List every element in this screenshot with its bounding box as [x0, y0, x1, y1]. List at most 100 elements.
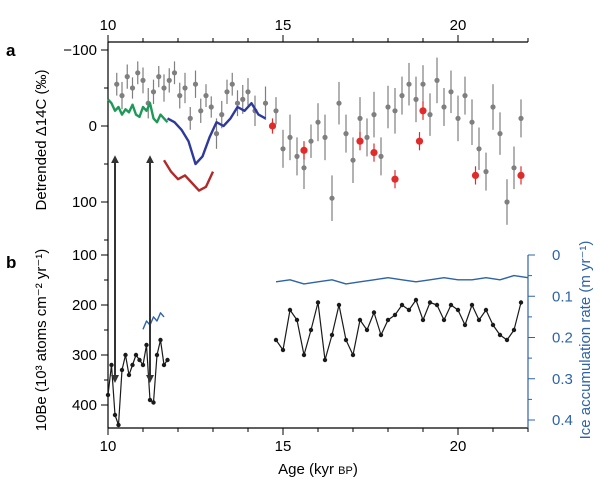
panel-a-series-0-point — [329, 195, 335, 201]
x-axis-title-unit: BP — [338, 465, 353, 477]
panel-a-series-0-point — [434, 77, 440, 83]
panel-a-label: a — [6, 41, 16, 60]
panel-a-series-0-point — [287, 134, 293, 140]
panel-a-series-0-point — [427, 112, 433, 118]
panel-a-series-0-point — [518, 115, 524, 121]
panel-a-series-0-point — [336, 100, 342, 106]
panel-a-series-1-line — [107, 98, 169, 124]
panel-a-y-axis-title: Detrended Δ14C (‰) — [33, 70, 50, 211]
panel-a-series-0-point — [156, 74, 162, 80]
panel-a-series-0-point — [413, 96, 419, 102]
panel-a-series-4-point — [471, 171, 480, 179]
panel-a-series-0-point — [234, 100, 241, 106]
panel-a-series-0-point — [308, 138, 314, 144]
panel-a-series-0-point — [294, 153, 300, 159]
panel-a-series-0-point — [240, 96, 246, 102]
panel-b-series-1-point — [357, 317, 363, 323]
panel-b-series-0-point — [119, 367, 125, 373]
panel-b-series-0-point — [154, 352, 160, 358]
panel-b-series-1-point — [455, 307, 461, 313]
panel-b-series-1-point — [483, 307, 489, 313]
panel-b-series-0-point — [144, 342, 149, 348]
panel-b-series-0-point — [147, 397, 153, 403]
panel-a-series-0-point — [420, 81, 426, 87]
panel-b-series-1-point — [476, 317, 482, 323]
panel-a-series-0-point — [371, 112, 377, 118]
panel-b-label: b — [6, 253, 16, 272]
panel-a-series-0-point — [114, 81, 120, 87]
panel-a-series-0-point — [455, 115, 461, 121]
panel-a-series-0-point — [224, 89, 230, 95]
top-x-tick-label: 15 — [275, 17, 292, 34]
panel-b-series-1-point — [448, 302, 454, 308]
bottom-x-tick-label: 15 — [275, 438, 292, 455]
panel-a-series-0-point — [150, 89, 157, 95]
panel-b-right-y-tick-label: 0.3 — [552, 371, 573, 388]
panel-a-series-0-point — [280, 146, 286, 152]
panel-b-series-1-point — [504, 337, 510, 343]
panel-b-series-1-point — [378, 332, 384, 338]
x-axis-title-close: ) — [353, 461, 358, 478]
panel-a-series-0-point — [124, 74, 130, 80]
panel-b-right-y-tick-label: 0.2 — [552, 330, 573, 347]
panel-b-series-0-point — [126, 372, 132, 378]
panel-a-series-0-point — [357, 115, 363, 121]
panel-b-series-1-point — [406, 307, 412, 313]
panel-b-series-1-point — [294, 317, 300, 323]
panel-b-series-1-point — [273, 337, 279, 343]
bottom-x-tick-label: 20 — [450, 438, 467, 455]
panel-b-left-y-tick-label: 300 — [72, 347, 97, 364]
panel-b-series-0-point — [165, 357, 170, 363]
panel-b-series-2-line — [142, 312, 165, 330]
panel-a-series-3-line — [162, 159, 215, 192]
panel-b-left-y-tick-label: 400 — [72, 397, 97, 414]
panel-a-series-0-point — [469, 119, 475, 125]
panel-a-series-0-point — [229, 81, 235, 87]
panel-a-series-0-point — [198, 108, 204, 114]
panel-a-series-0-point — [322, 134, 328, 140]
panel-a-series-0-point — [441, 104, 447, 110]
panel-a-y-tick-label: 0 — [89, 118, 97, 135]
panel-a-series-0-point — [182, 85, 188, 91]
panel-a-series-0-point — [392, 108, 398, 114]
panel-a-series-4-point — [391, 175, 399, 183]
panel-a-series-0-point — [213, 131, 220, 137]
panel-b-series-1-point — [490, 322, 496, 328]
panel-a-series-0-point — [301, 165, 307, 171]
panel-a-series-2-line — [166, 102, 267, 166]
panel-a-series-0-point — [343, 131, 349, 137]
panel-b-series-1-point — [280, 347, 286, 353]
panel-a-series-0-point — [171, 70, 178, 76]
panel-a-series-0-point — [350, 157, 356, 163]
panel-b-series-0-point — [137, 357, 142, 363]
panel-a-series-0-point — [135, 70, 141, 76]
panel-b-series-1-point — [441, 317, 447, 323]
top-x-tick-label: 10 — [100, 17, 117, 34]
ticks-layer: 10 15 20 10 15 20 −100 0 100 100 200 300 400 0 0.1 0.2 0… — [63, 17, 573, 455]
panel-b-series-0-point — [130, 362, 135, 368]
panel-b-frame — [107, 238, 529, 429]
panel-b-series-1-point — [434, 302, 440, 308]
panel-a-series-0-point — [187, 115, 193, 121]
panel-b-series-1-point — [518, 300, 524, 305]
panel-b-series-1-point — [399, 302, 405, 308]
panel-b-series-0-point — [116, 422, 121, 428]
panel-b-series-0-point — [158, 337, 163, 343]
marks-layer — [105, 57, 529, 428]
panel-b-series-1-point — [350, 352, 356, 358]
panel-a-series-0-point — [511, 165, 517, 171]
panel-b-series-1-point — [427, 300, 433, 305]
panel-a-series-0-point — [140, 77, 146, 83]
panel-a-series-0-point — [504, 199, 510, 205]
panel-b-series-0-point — [112, 412, 118, 418]
panel-a-y-tick-label: −100 — [63, 42, 97, 59]
panel-b-series-0-point — [151, 400, 156, 405]
panel-a-series-0-point — [192, 81, 199, 87]
panel-a-series-0-point — [273, 108, 279, 114]
panel-a-y-tick-label: 100 — [72, 194, 97, 211]
panel-a-series-0-point — [406, 81, 412, 87]
panel-b-series-1-point — [343, 337, 349, 343]
panel-a-series-0-point — [490, 104, 496, 110]
panel-a-series-0-point — [476, 146, 482, 152]
